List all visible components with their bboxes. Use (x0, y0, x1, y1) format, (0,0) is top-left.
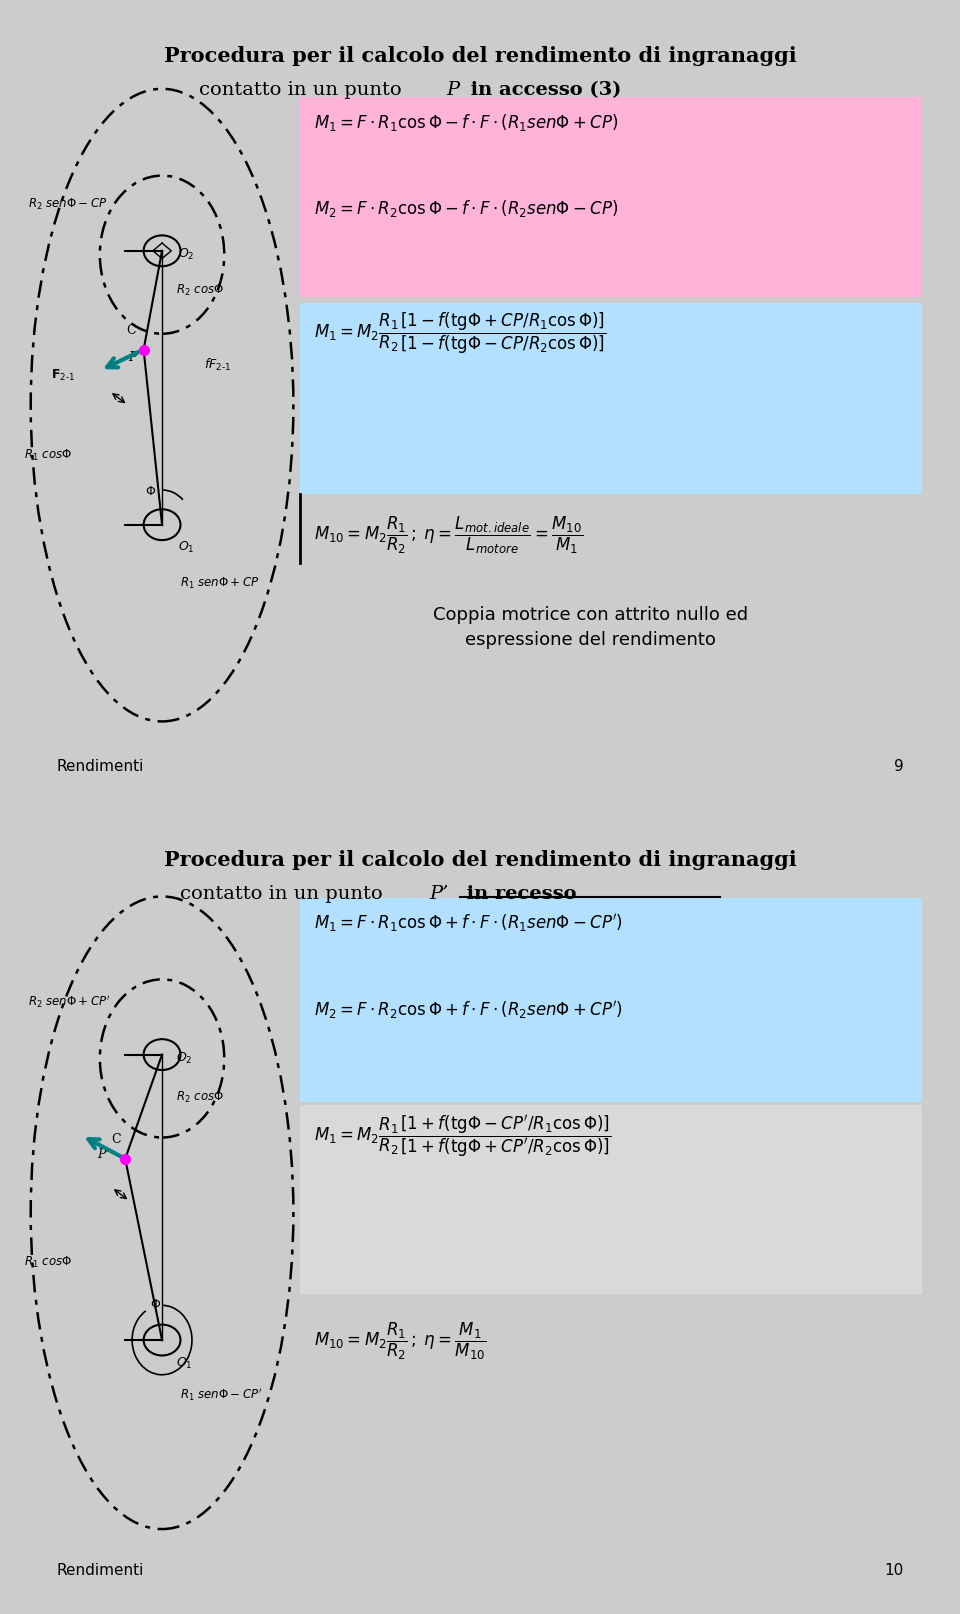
Text: $O_2$: $O_2$ (178, 247, 194, 261)
Text: C: C (111, 1133, 121, 1146)
Text: $M_1 = M_2 \dfrac{R_1}{R_2} \dfrac{\left[1 + f(\mathrm{tg}\Phi - CP'/R_1 \cos\Ph: $M_1 = M_2 \dfrac{R_1}{R_2} \dfrac{\left… (314, 1114, 612, 1160)
Text: $M_1 = F \cdot R_1 \cos\Phi - f \cdot F \cdot (R_1 sen\Phi + CP)$: $M_1 = F \cdot R_1 \cos\Phi - f \cdot F … (314, 111, 618, 132)
Text: C: C (127, 324, 136, 337)
Text: $fF_{2\text{-}1}$: $fF_{2\text{-}1}$ (204, 357, 230, 373)
Text: in recesso: in recesso (460, 884, 576, 902)
Text: Coppia motrice con attrito nullo ed
espressione del rendimento: Coppia motrice con attrito nullo ed espr… (433, 605, 748, 649)
Text: $R_2\ cos\Phi$: $R_2\ cos\Phi$ (176, 284, 224, 299)
Text: $O_2$: $O_2$ (176, 1051, 192, 1065)
FancyBboxPatch shape (300, 1104, 923, 1294)
Text: $R_1\ cos\Phi$: $R_1\ cos\Phi$ (24, 1256, 72, 1270)
FancyBboxPatch shape (300, 302, 923, 494)
Text: $R_2\ sen\Phi-CP$: $R_2\ sen\Phi-CP$ (29, 197, 108, 211)
Text: Rendimenti: Rendimenti (56, 1562, 143, 1577)
Text: contatto in un punto: contatto in un punto (180, 884, 390, 902)
Text: Procedura per il calcolo del rendimento di ingranaggi: Procedura per il calcolo del rendimento … (163, 47, 797, 66)
Text: $\Phi$: $\Phi$ (145, 484, 156, 497)
Text: in accesso (3): in accesso (3) (465, 81, 622, 98)
Text: Procedura per il calcolo del rendimento di ingranaggi: Procedura per il calcolo del rendimento … (163, 851, 797, 870)
Text: $R_1\ sen\Phi+CP$: $R_1\ sen\Phi+CP$ (180, 576, 260, 591)
Text: 9: 9 (894, 759, 904, 773)
Text: Rendimenti: Rendimenti (56, 759, 143, 773)
Text: 10: 10 (885, 1562, 904, 1577)
Text: P: P (445, 81, 459, 98)
Text: $R_2\ sen\Phi+CP'$: $R_2\ sen\Phi+CP'$ (29, 994, 110, 1010)
FancyBboxPatch shape (300, 97, 923, 297)
Text: P’: P’ (429, 884, 448, 902)
Text: P': P' (97, 1149, 108, 1162)
Text: $O_1$: $O_1$ (178, 541, 194, 555)
Text: $\mathbf{F}_{2\text{-}1}$: $\mathbf{F}_{2\text{-}1}$ (52, 368, 76, 384)
Text: P: P (128, 350, 136, 363)
Text: $M_1 = M_2 \dfrac{R_1}{R_2} \dfrac{\left[1 - f(\mathrm{tg}\Phi + CP/R_1 \cos\Phi: $M_1 = M_2 \dfrac{R_1}{R_2} \dfrac{\left… (314, 312, 607, 357)
Text: $\Phi$: $\Phi$ (150, 1298, 161, 1311)
Text: $M_{10} = M_2 \dfrac{R_1}{R_2}\,;\;\eta = \dfrac{M_1}{M_{10}}$: $M_{10} = M_2 \dfrac{R_1}{R_2}\,;\;\eta … (314, 1320, 487, 1362)
Text: contatto in un punto: contatto in un punto (199, 81, 408, 98)
Text: $M_2 = F \cdot R_2 \cos\Phi + f \cdot F \cdot (R_2 sen\Phi + CP')$: $M_2 = F \cdot R_2 \cos\Phi + f \cdot F … (314, 999, 623, 1022)
Text: $O_1$: $O_1$ (176, 1356, 192, 1370)
Text: $R_1\ sen\Phi-CP'$: $R_1\ sen\Phi-CP'$ (180, 1386, 263, 1403)
Text: $R_1\ cos\Phi$: $R_1\ cos\Phi$ (24, 447, 72, 463)
Text: $M_{10} = M_2 \dfrac{R_1}{R_2}\,;\;\eta = \dfrac{L_{mot.ideale}}{L_{motore}} = \: $M_{10} = M_2 \dfrac{R_1}{R_2}\,;\;\eta … (314, 515, 583, 555)
Text: $M_1 = F \cdot R_1 \cos\Phi + f \cdot F \cdot (R_1 sen\Phi - CP')$: $M_1 = F \cdot R_1 \cos\Phi + f \cdot F … (314, 912, 623, 935)
Text: $M_2 = F \cdot R_2 \cos\Phi - f \cdot F \cdot (R_2 sen\Phi - CP)$: $M_2 = F \cdot R_2 \cos\Phi - f \cdot F … (314, 199, 618, 220)
FancyBboxPatch shape (300, 897, 923, 1102)
Text: $R_2\ cos\Phi$: $R_2\ cos\Phi$ (176, 1089, 224, 1104)
